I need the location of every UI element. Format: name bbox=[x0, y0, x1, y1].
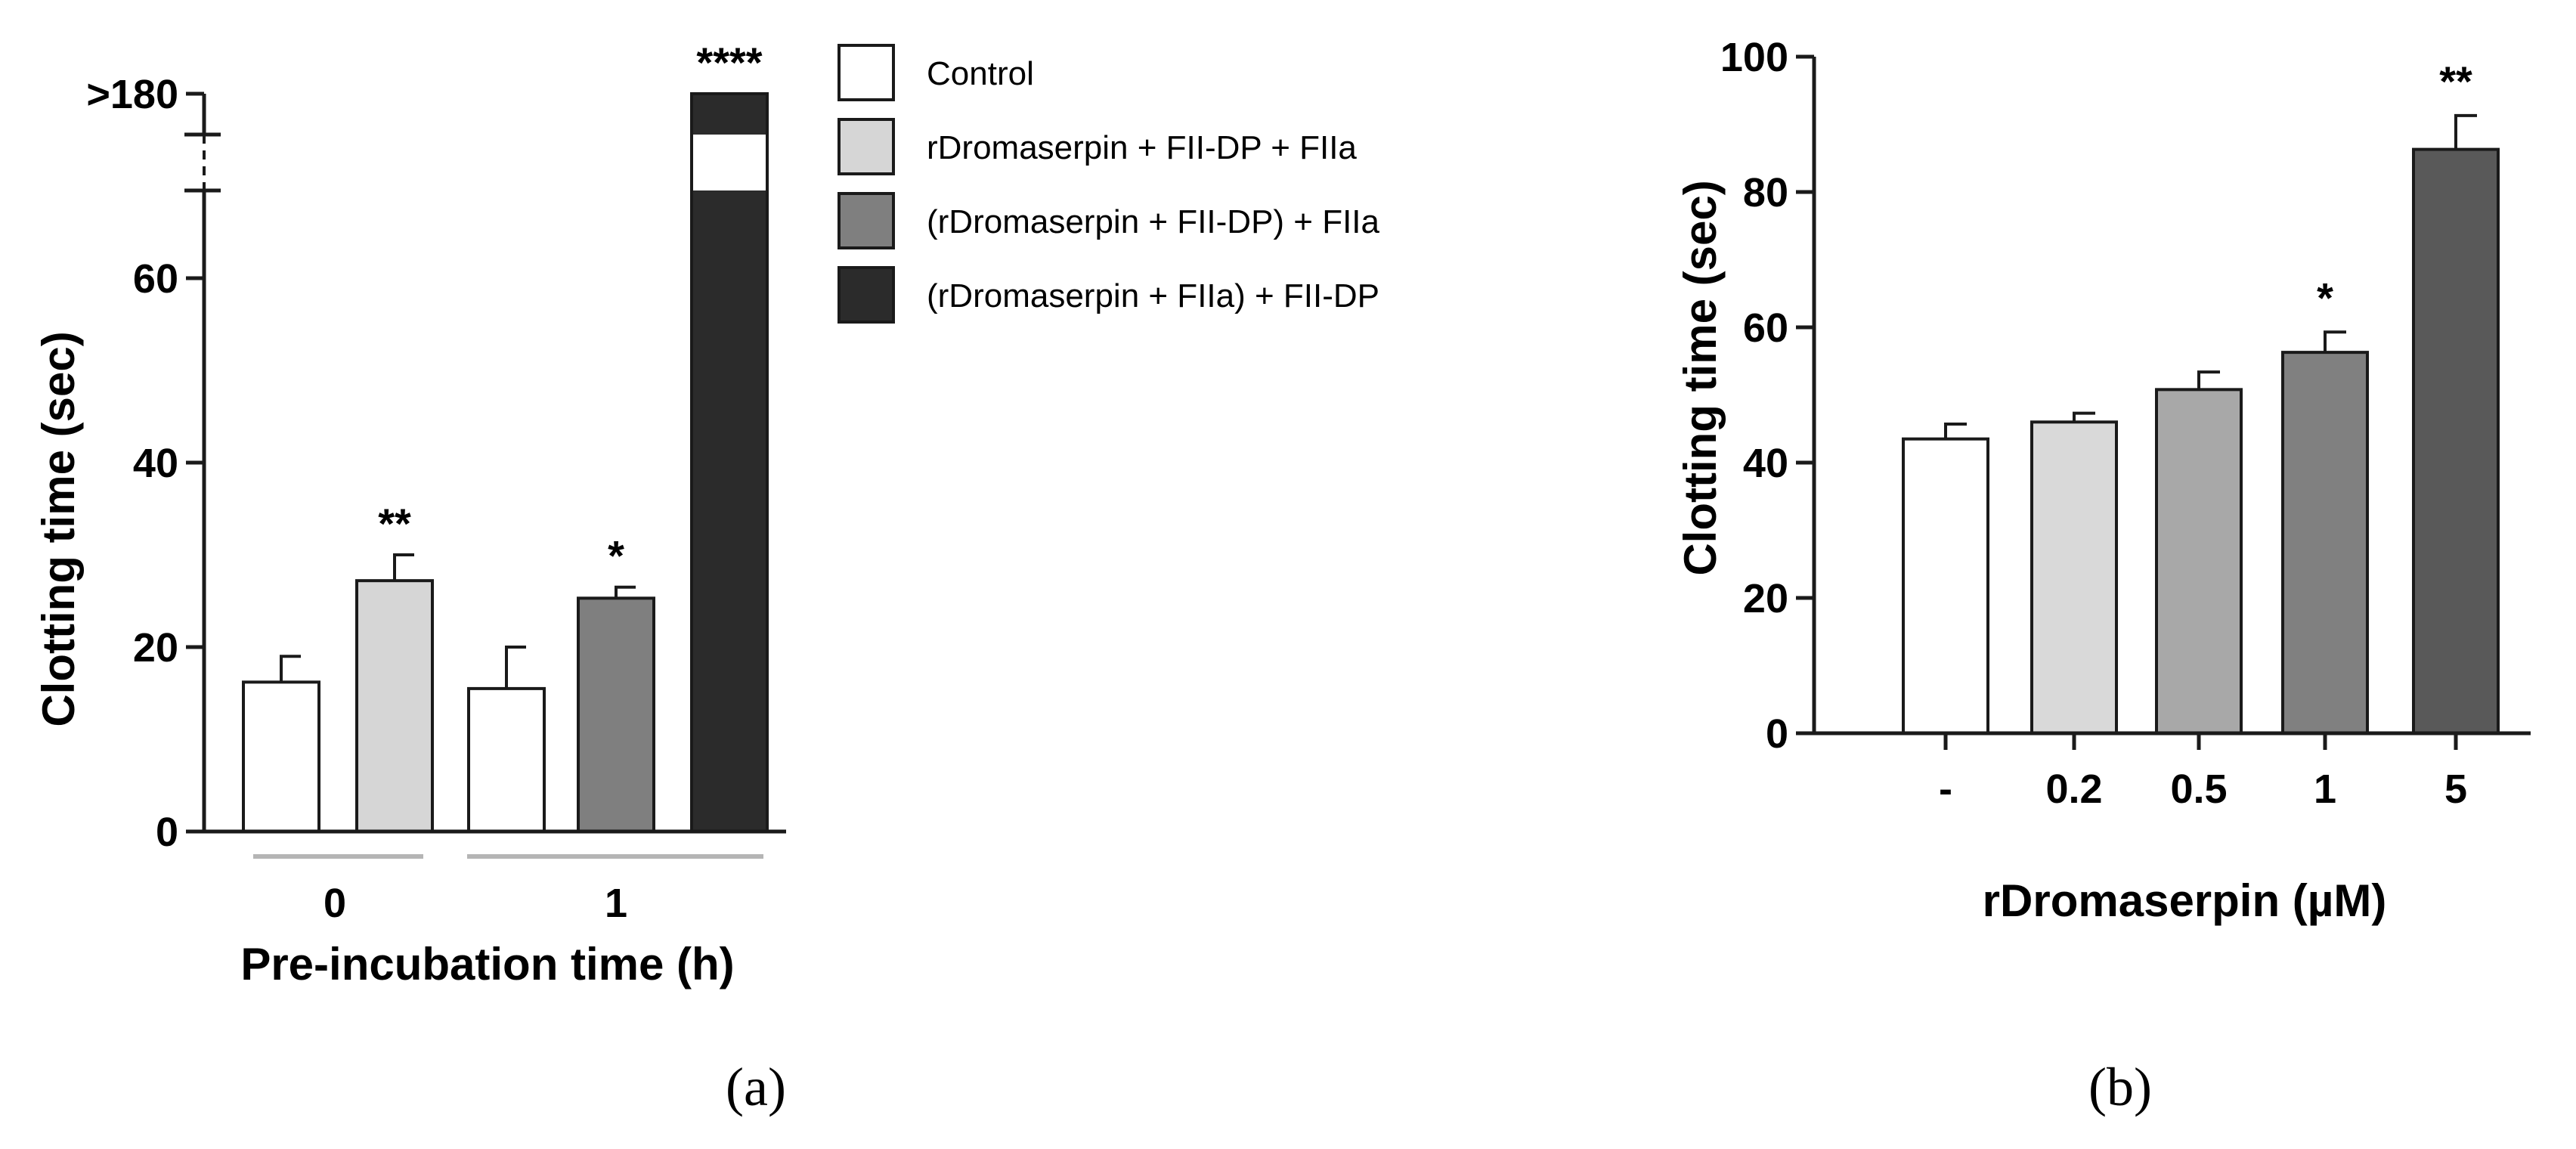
significance-label: **** bbox=[696, 39, 762, 86]
y-tick-label: 60 bbox=[1743, 305, 1788, 351]
x-tick-label: - bbox=[1939, 767, 1952, 812]
bar bbox=[467, 686, 546, 834]
bar bbox=[690, 92, 769, 833]
legend-label: rDromaserpin + FII-DP + FIIa bbox=[927, 129, 1357, 166]
bar bbox=[242, 680, 320, 833]
panel-b-chart: 0 20 40 60 80 100 Clotting time (sec) - 0.2 0.5 * 1… bbox=[1675, 35, 2531, 1117]
bar bbox=[2030, 420, 2118, 735]
y-tick-label: 0 bbox=[156, 810, 178, 855]
x-tick-label: 0.5 bbox=[2170, 767, 2227, 812]
panel-label: (b) bbox=[2088, 1057, 2152, 1117]
bar-break-gap bbox=[693, 135, 766, 190]
legend-label: Control bbox=[927, 55, 1034, 92]
significance-label: ** bbox=[378, 500, 411, 547]
y-tick-label: 60 bbox=[133, 256, 178, 302]
y-tick-label: 0 bbox=[1766, 711, 1788, 757]
x-axis-title: rDromaserpin (µM) bbox=[1983, 875, 2387, 926]
x-axis-title: Pre-incubation time (h) bbox=[240, 939, 734, 990]
legend-label: (rDromaserpin + FII-DP) + FIIa bbox=[927, 203, 1380, 240]
y-tick-label: 80 bbox=[1743, 170, 1788, 215]
bar bbox=[2281, 351, 2369, 735]
y-tick-label: >180 bbox=[86, 72, 178, 117]
x-group-label: 1 bbox=[605, 881, 627, 926]
significance-label: * bbox=[608, 532, 624, 580]
legend-label: (rDromaserpin + FIIa) + FII-DP bbox=[927, 277, 1379, 314]
y-tick-label: 40 bbox=[133, 441, 178, 486]
legend-swatch bbox=[838, 266, 895, 324]
y-axis-title: Clotting time (sec) bbox=[1675, 180, 1726, 575]
panel-label: (a) bbox=[726, 1057, 786, 1117]
x-tick-label: 5 bbox=[2444, 767, 2467, 812]
bar bbox=[2155, 388, 2243, 736]
legend-swatch bbox=[838, 44, 895, 101]
legend-swatch bbox=[838, 118, 895, 175]
bar bbox=[355, 579, 434, 833]
legend-swatch bbox=[838, 192, 895, 249]
bar bbox=[1902, 437, 1989, 735]
x-tick-label: 1 bbox=[2314, 767, 2336, 812]
y-tick-label: 100 bbox=[1720, 35, 1788, 80]
y-axis-title: Clotting time (sec) bbox=[33, 331, 84, 726]
significance-label: ** bbox=[2439, 57, 2472, 105]
significance-label: * bbox=[2317, 274, 2333, 321]
bar bbox=[2412, 147, 2500, 736]
y-tick-label: 20 bbox=[1743, 576, 1788, 621]
y-tick-label: 20 bbox=[133, 625, 178, 671]
y-tick-label: 40 bbox=[1743, 441, 1788, 486]
x-tick-label: 0.2 bbox=[2045, 767, 2102, 812]
bar bbox=[577, 596, 655, 834]
x-group-label: 0 bbox=[324, 881, 346, 926]
